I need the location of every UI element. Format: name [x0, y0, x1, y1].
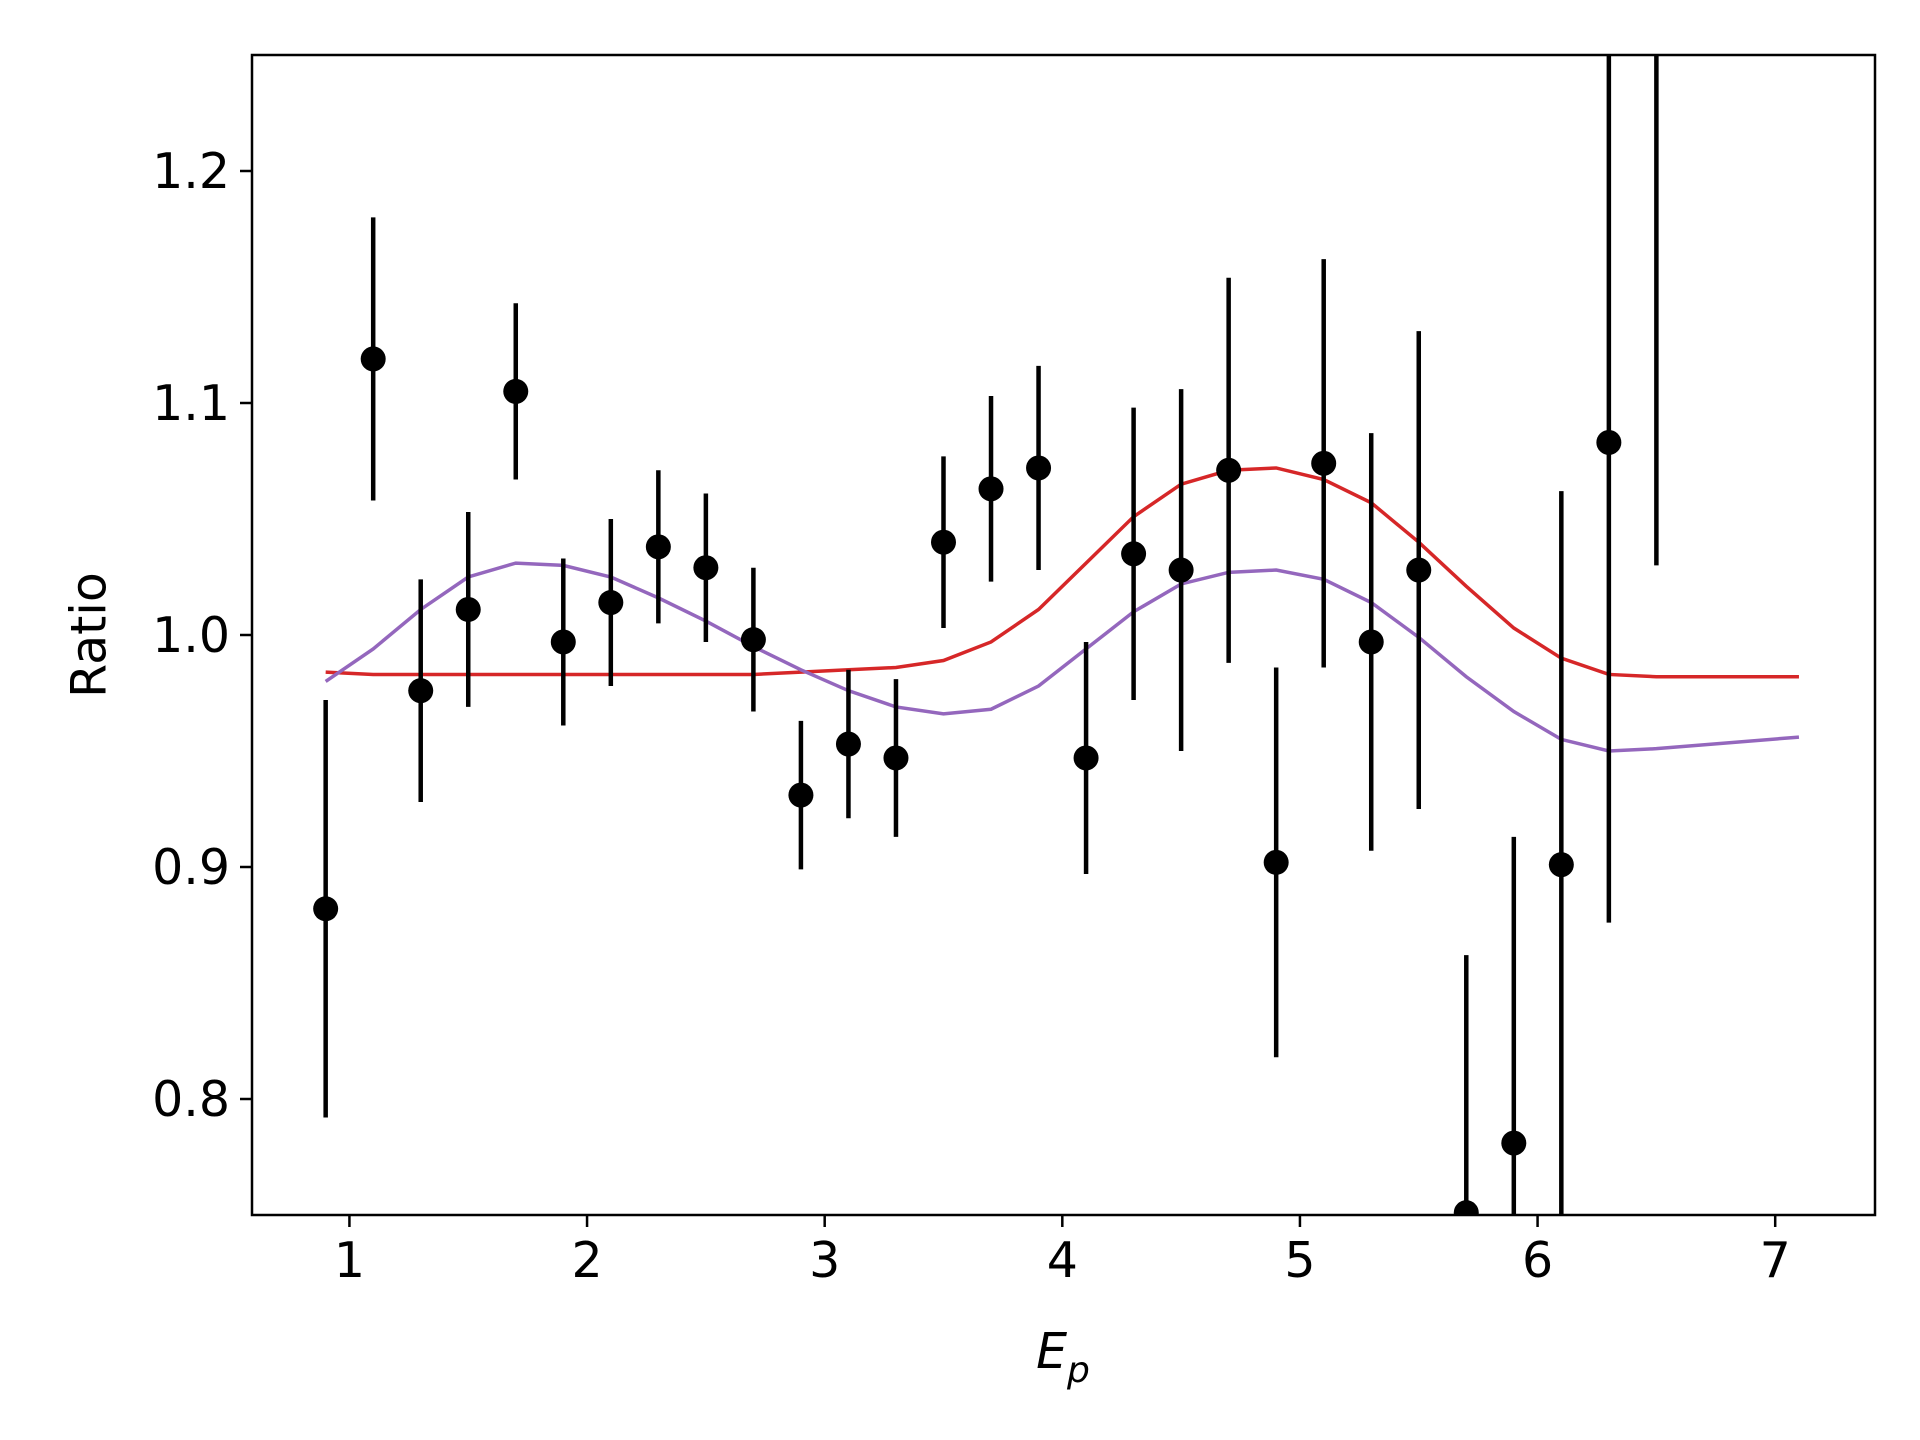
data-point [1263, 849, 1289, 875]
y-tick-label: 1.2 [152, 143, 230, 200]
x-tick-label: 4 [1047, 1232, 1078, 1289]
data-point [693, 555, 719, 581]
x-tick-label: 7 [1760, 1232, 1791, 1289]
x-tick-label: 3 [809, 1232, 840, 1289]
data-point [1358, 629, 1384, 655]
data-point [1168, 557, 1194, 583]
data-point [1548, 852, 1574, 878]
data-point [788, 782, 814, 808]
x-tick-label: 2 [571, 1232, 602, 1289]
data-point [1121, 541, 1147, 567]
data-point [598, 590, 624, 616]
data-point [1501, 1130, 1527, 1156]
x-tick-label: 6 [1522, 1232, 1553, 1289]
data-point [1644, 0, 1669, 21]
x-label-sub: p [1066, 1350, 1090, 1391]
plot-area [313, 0, 1800, 1215]
data-point [740, 627, 766, 653]
data-point [1073, 745, 1099, 771]
data-point [1453, 1200, 1479, 1215]
x-label-main: E [1036, 1323, 1067, 1380]
data-point [313, 896, 339, 922]
data-point [1216, 457, 1242, 483]
y-tick-label: 0.9 [152, 839, 230, 896]
data-point [408, 678, 434, 704]
curve [324, 561, 1800, 753]
y-axis-label: Ratio [61, 572, 118, 698]
data-point [1596, 429, 1622, 455]
data-point [1406, 557, 1432, 583]
data-point [978, 476, 1004, 502]
data-point [550, 629, 576, 655]
x-tick-label: 1 [334, 1232, 365, 1289]
y-tick-label: 1.1 [152, 375, 230, 432]
axes-frame [250, 53, 1877, 1217]
data-point [930, 529, 956, 555]
data-point [1311, 450, 1337, 476]
data-point [883, 745, 909, 771]
y-tick-label: 0.8 [152, 1071, 230, 1128]
x-axis-label: Ep [1036, 1323, 1090, 1391]
curve [325, 466, 1799, 679]
data-point [503, 378, 529, 404]
data-point [645, 534, 671, 560]
y-tick-label: 1.0 [152, 607, 230, 664]
data-point [360, 346, 386, 372]
data-point [1026, 455, 1052, 481]
data-point [455, 596, 481, 622]
data-point [835, 731, 861, 757]
x-tick-label: 5 [1284, 1232, 1315, 1289]
